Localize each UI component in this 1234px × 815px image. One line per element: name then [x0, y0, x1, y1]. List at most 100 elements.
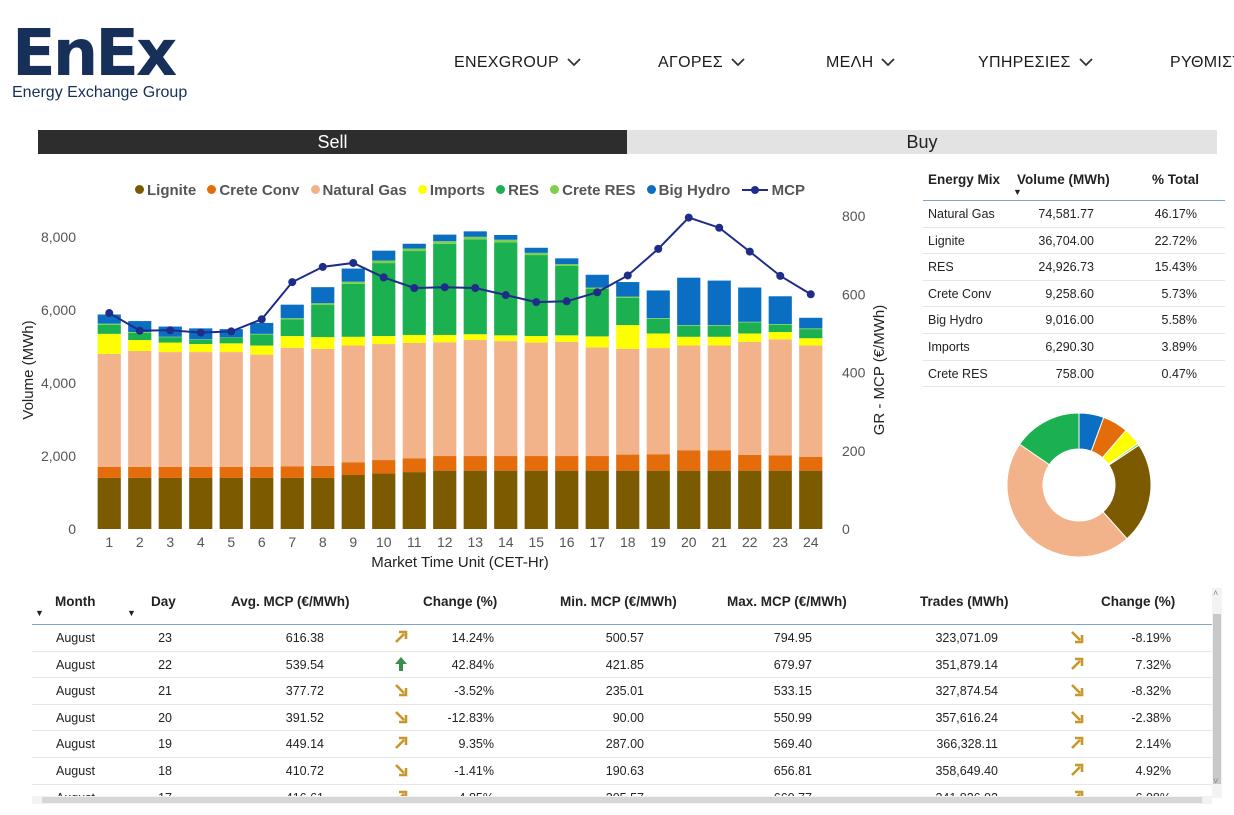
x-tick-label: 23 — [772, 534, 788, 550]
arrow-up-right-icon — [1071, 763, 1084, 776]
cell-min-mcp: 235.01 — [605, 684, 644, 699]
nav-item-agores[interactable]: ΑΓΟΡΕΣ — [658, 54, 745, 72]
mix-cell-volume: 74,581.77 — [1038, 207, 1094, 221]
legend-item-crete-conv[interactable]: Crete Conv — [207, 182, 299, 199]
table-row[interactable]: August 23 616.38 14.24% 500.57 794.95 323,071.… — [32, 625, 1212, 652]
mix-row[interactable]: Crete Conv 9,258.60 5.73% — [923, 281, 1225, 308]
bar-segment-lignite — [768, 470, 792, 529]
bar-segment-big-hydro — [250, 322, 274, 334]
bar-segment-crete-conv — [738, 454, 762, 471]
donut-slice-natural-gas[interactable] — [1006, 443, 1128, 558]
mix-header-energy[interactable]: Energy Mix — [928, 172, 1001, 187]
table-row[interactable]: August 20 391.52 -12.83% 90.00 550.99 357,616.… — [32, 705, 1212, 732]
x-tick-label: 21 — [711, 534, 727, 550]
mix-row[interactable]: Imports 6,290.30 3.89% — [923, 334, 1225, 361]
bar-segment-lignite — [433, 470, 457, 529]
header-day[interactable]: Day — [151, 594, 176, 609]
mix-row[interactable]: Crete RES 758.00 0.47% — [923, 361, 1225, 388]
bar-segment-natural-gas — [738, 341, 762, 455]
mix-cell-energy: Natural Gas — [928, 207, 995, 221]
bar-segment-natural-gas — [219, 352, 243, 467]
bar-segment-imports — [585, 336, 609, 348]
bar-segment-imports — [768, 332, 792, 340]
scrollbar-thumb[interactable] — [1213, 614, 1221, 784]
sort-desc-icon: ▼ — [35, 608, 44, 618]
mcp-line — [108, 216, 812, 334]
table-row[interactable]: August 21 377.72 -3.52% 235.01 533.15 327,874.… — [32, 678, 1212, 705]
mix-row[interactable]: Natural Gas 74,581.77 46.17% — [923, 201, 1225, 228]
bar-segment-res — [128, 332, 152, 341]
bar-segment-crete-res — [250, 333, 274, 335]
nav-label: ENEXGROUP — [454, 54, 559, 71]
header-avg-mcp[interactable]: Avg. MCP (€/MWh) — [231, 594, 350, 609]
x-tick-label: 24 — [803, 534, 819, 550]
legend-item-lignite[interactable]: Lignite — [135, 182, 196, 199]
tab-sell[interactable]: Sell — [38, 130, 627, 154]
cell-change-trades: 2.14% — [1135, 737, 1171, 752]
nav-label: ΑΓΟΡΕΣ — [658, 54, 723, 71]
header-trades[interactable]: Trades (MWh) — [920, 594, 1009, 609]
chevron-down-icon — [567, 58, 581, 67]
nav-item-meli[interactable]: ΜΕΛΗ — [826, 54, 896, 72]
x-tick-label: 19 — [650, 534, 666, 550]
bar-segment-crete-res — [433, 241, 457, 244]
table-horizontal-scrollbar[interactable] — [32, 796, 1212, 804]
bar-segment-imports — [189, 344, 213, 353]
table-vertical-scrollbar[interactable]: ˄ ˅ — [1212, 588, 1222, 798]
x-tick-label: 2 — [136, 534, 144, 550]
legend-item-mcp[interactable]: MCP — [741, 182, 805, 199]
mix-cell-energy: Imports — [928, 339, 970, 354]
bar-segment-lignite — [158, 477, 182, 529]
mix-row[interactable]: Lignite 36,704.00 22.72% — [923, 228, 1225, 255]
scrollbar-thumb[interactable] — [42, 797, 1202, 803]
mix-header-percent[interactable]: % Total — [1152, 172, 1199, 187]
bar-segment-crete-conv — [189, 466, 213, 478]
legend-item-imports[interactable]: Imports — [417, 182, 485, 199]
cell-change-mcp: 14.24% — [451, 631, 494, 645]
nav-item-enexgroup[interactable]: ENEXGROUP — [454, 54, 581, 72]
x-tick-label: 16 — [559, 534, 575, 550]
table-row[interactable]: August 18 410.72 -1.41% 190.63 656.81 358,649.… — [32, 758, 1212, 785]
header-change-mcp[interactable]: Change (%) — [423, 594, 498, 609]
cell-avg-mcp: 616.38 — [285, 631, 324, 645]
bar-segment-crete-conv — [494, 456, 518, 471]
cell-change-trades: -8.32% — [1131, 684, 1171, 699]
mix-cell-volume: 36,704.00 — [1038, 233, 1094, 248]
x-tick-label: 22 — [742, 534, 758, 550]
scroll-up-icon[interactable]: ˄ — [1213, 588, 1219, 598]
header-max-mcp[interactable]: Max. MCP (€/MWh) — [727, 594, 847, 609]
bar-segment-natural-gas — [463, 340, 487, 457]
header-min-mcp[interactable]: Min. MCP (€/MWh) — [560, 594, 677, 609]
bar-segment-res — [250, 334, 274, 346]
bar-segment-big-hydro — [128, 321, 152, 333]
mix-row[interactable]: Big Hydro 9,016.00 5.58% — [923, 307, 1225, 334]
header-change-trades[interactable]: Change (%) — [1101, 594, 1176, 609]
bar-segment-lignite — [738, 470, 762, 529]
enex-logo[interactable]: EnEx Energy Exchange Group — [12, 22, 187, 106]
table-row[interactable]: August 22 539.54 42.84% 421.85 679.97 351,879.… — [32, 652, 1212, 679]
mix-header-volume[interactable]: Volume (MWh) — [1017, 172, 1110, 187]
bar-segment-imports — [799, 338, 823, 346]
bar-segment-crete-res — [799, 328, 823, 330]
nav-label: ΥΠΗΡΕΣΙΕΣ — [978, 54, 1071, 71]
tab-buy[interactable]: Buy — [627, 130, 1217, 154]
legend-item-big-hydro[interactable]: Big Hydro — [646, 182, 730, 199]
bar-segment-big-hydro — [799, 317, 823, 329]
cell-change-trades: 7.32% — [1135, 657, 1171, 672]
y-tick-label: 2,000 — [41, 448, 76, 464]
cell-max-mcp: 656.81 — [773, 763, 812, 778]
bar-segment-crete-res — [524, 252, 548, 256]
header-month[interactable]: Month — [55, 594, 96, 609]
nav-item-rythmist[interactable]: ΡΥΘΜΙΣΤ — [1170, 54, 1234, 72]
cell-month: August — [56, 657, 95, 672]
table-row[interactable]: August 19 449.14 9.35% 287.00 569.40 366,328.1… — [32, 731, 1212, 758]
mix-row[interactable]: RES 24,926.73 15.43% — [923, 254, 1225, 281]
cell-change-mcp: -12.83% — [447, 710, 494, 725]
nav-item-ypiresies[interactable]: ΥΠΗΡΕΣΙΕΣ — [978, 54, 1093, 72]
bar-segment-lignite — [280, 477, 304, 529]
legend-item-crete-res[interactable]: Crete RES — [550, 182, 635, 199]
scroll-down-icon[interactable]: ˅ — [1213, 776, 1219, 786]
legend-item-res[interactable]: RES — [496, 182, 539, 199]
legend-item-natural-gas[interactable]: Natural Gas — [310, 182, 407, 199]
donut-slice-res[interactable] — [1018, 412, 1080, 466]
